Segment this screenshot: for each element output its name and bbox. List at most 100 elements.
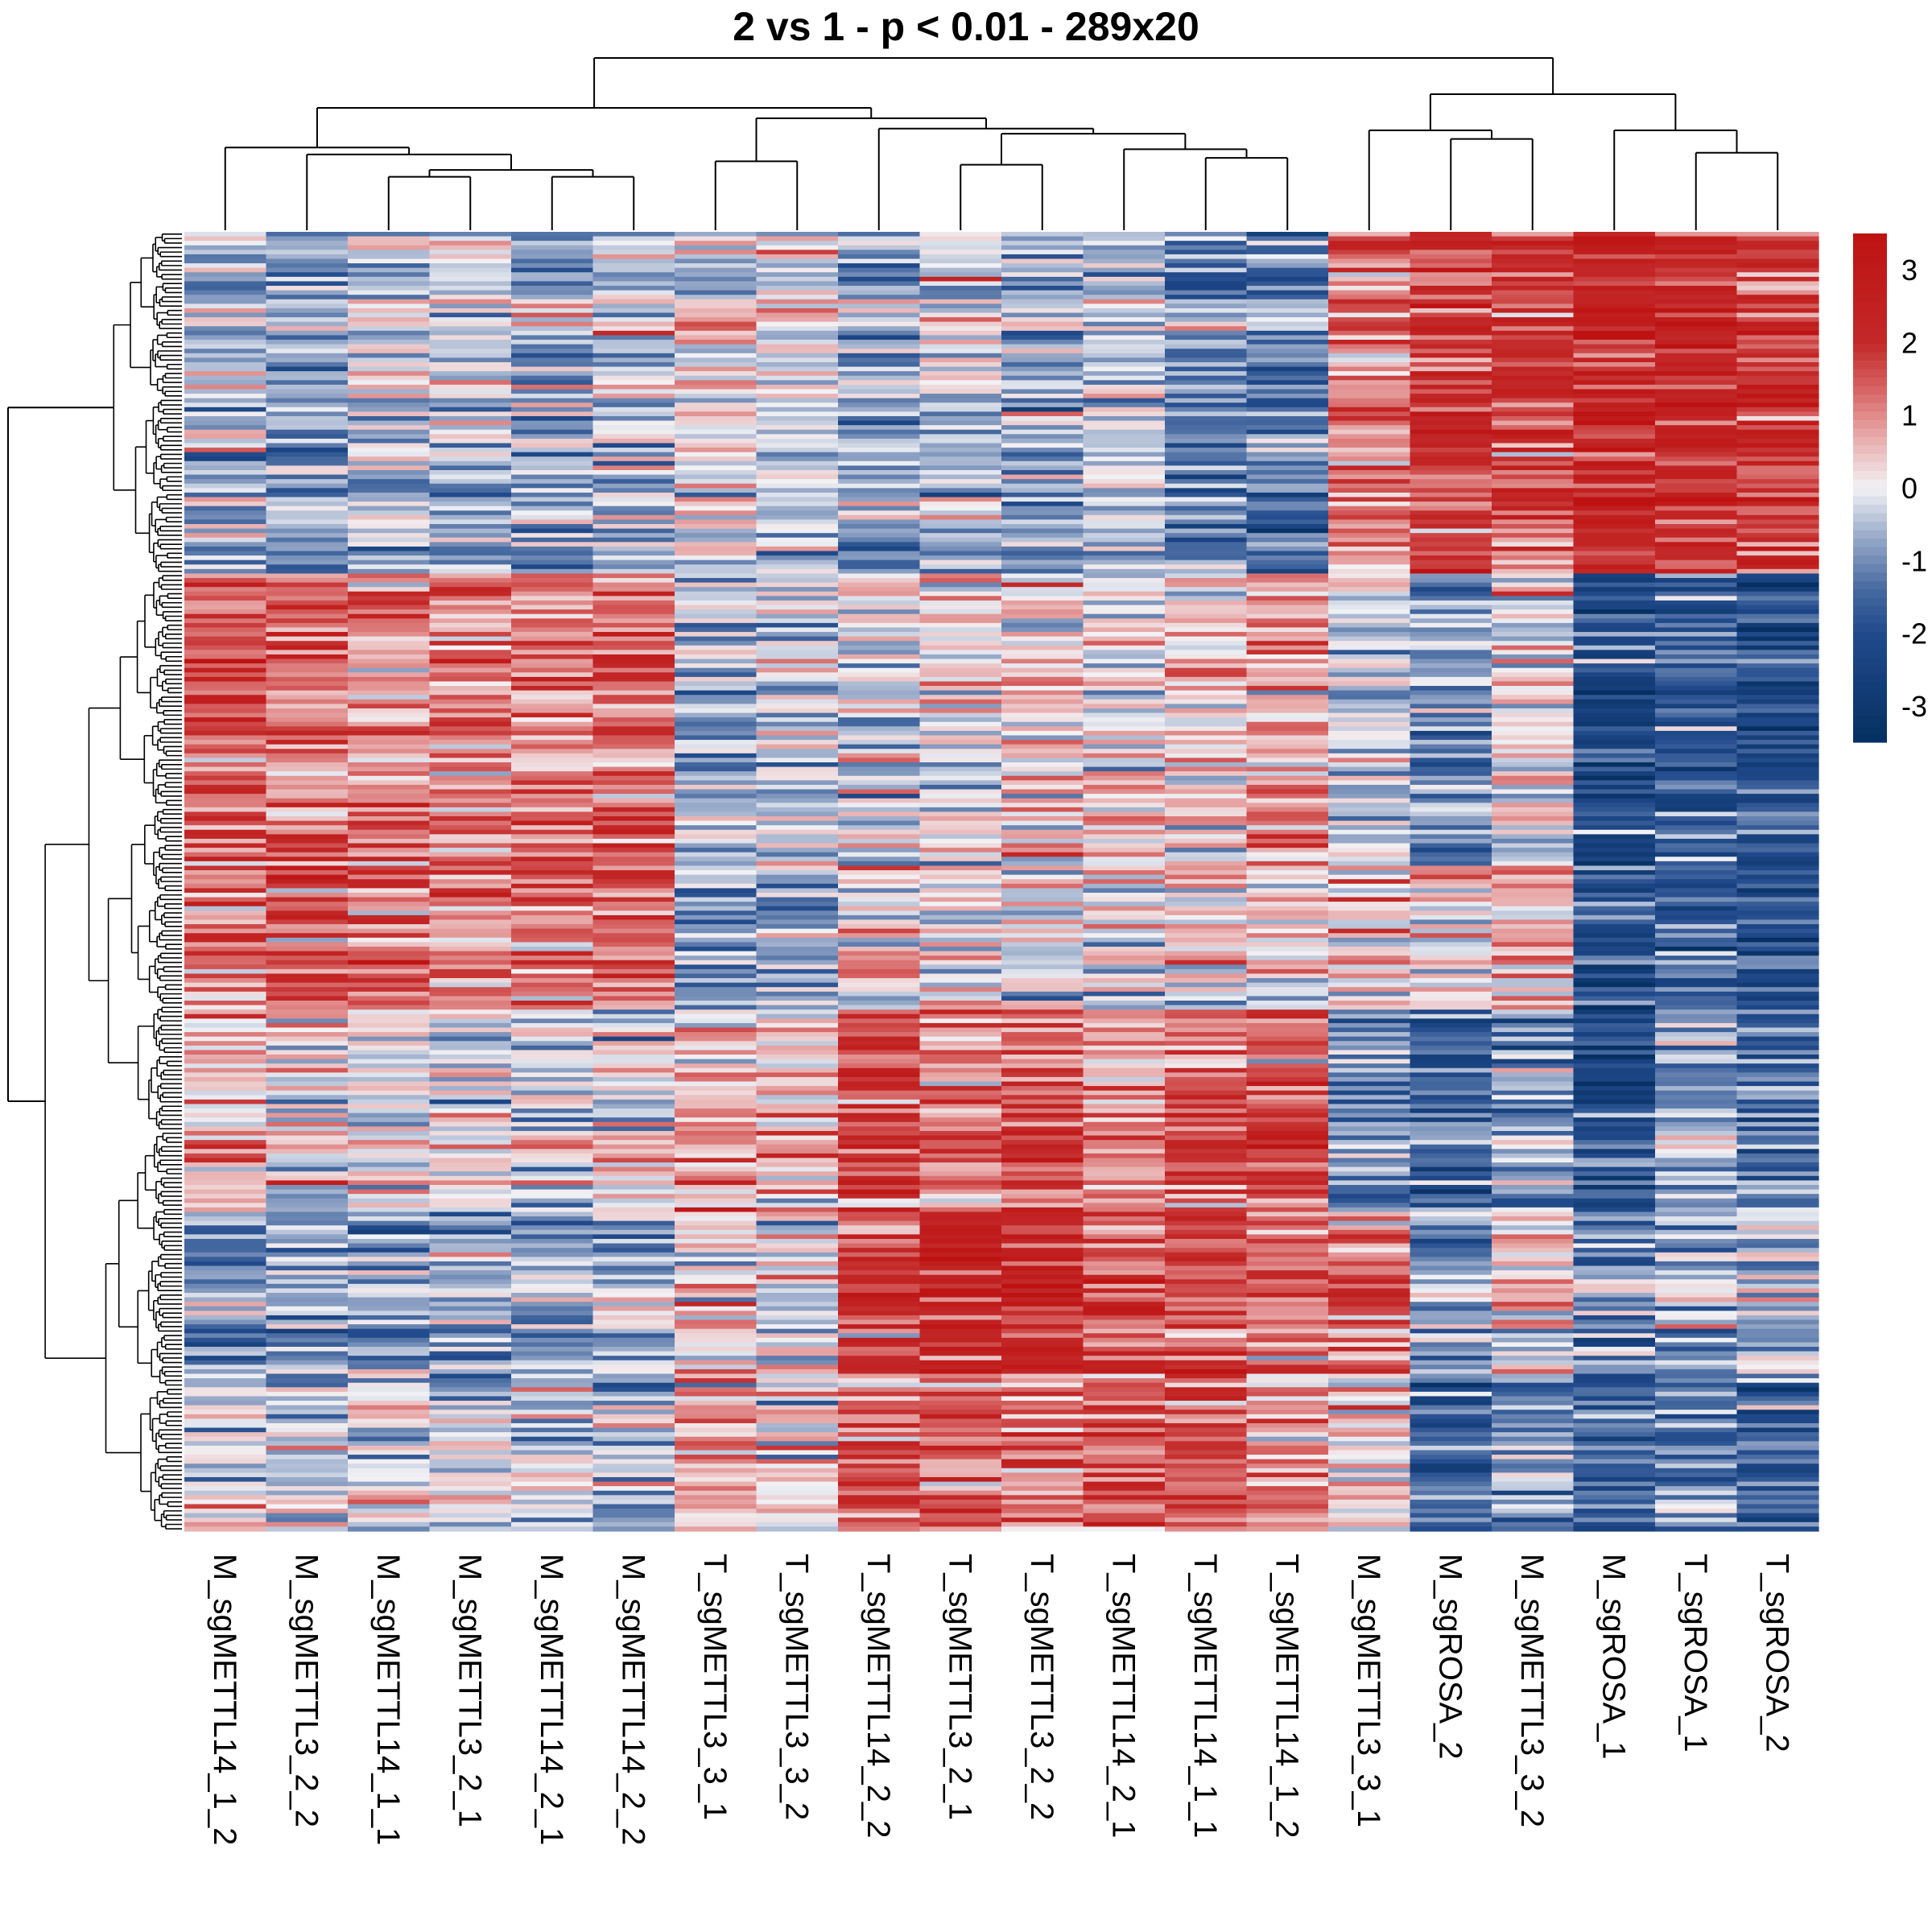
heatmap-cell xyxy=(838,928,921,934)
heatmap-cell xyxy=(1083,1265,1166,1271)
heatmap-cell xyxy=(919,1189,1002,1195)
heatmap-cell xyxy=(1573,578,1656,584)
heatmap-cell xyxy=(1573,402,1656,408)
heatmap-cell xyxy=(1328,1243,1411,1249)
heatmap-cell xyxy=(1736,1126,1819,1132)
heatmap-cell xyxy=(1083,1283,1166,1290)
heatmap-cell xyxy=(919,330,1002,336)
heatmap-cell xyxy=(1001,1072,1084,1078)
heatmap-cell xyxy=(1246,1117,1329,1123)
heatmap-cell xyxy=(838,650,921,655)
heatmap-cell xyxy=(838,789,921,795)
heatmap-cell xyxy=(838,780,921,786)
heatmap-cell xyxy=(266,1113,349,1118)
heatmap-cell xyxy=(429,1135,512,1141)
heatmap-cell xyxy=(1573,667,1656,673)
heatmap-cell xyxy=(675,1027,758,1033)
heatmap-cell xyxy=(919,232,1002,237)
heatmap-cell xyxy=(429,425,512,431)
heatmap-cell xyxy=(1736,1130,1819,1137)
heatmap-cell xyxy=(1736,1198,1819,1203)
heatmap-cell xyxy=(1083,798,1166,803)
heatmap-cell xyxy=(429,344,512,349)
heatmap-cell xyxy=(1083,1311,1166,1316)
heatmap-cell xyxy=(1165,852,1248,857)
heatmap-cell xyxy=(266,978,349,984)
heatmap-cell xyxy=(266,834,349,840)
heatmap-cell xyxy=(1246,267,1329,273)
heatmap-cell xyxy=(1328,744,1411,749)
heatmap-cell xyxy=(1410,290,1492,295)
heatmap-cell xyxy=(511,312,594,318)
heatmap-cell xyxy=(1083,1261,1166,1267)
heatmap-cell xyxy=(429,888,512,894)
heatmap-cell xyxy=(1410,308,1492,314)
heatmap-cell xyxy=(838,681,921,687)
heatmap-cell xyxy=(266,1229,349,1235)
heatmap-cell xyxy=(348,1140,431,1146)
heatmap-cell xyxy=(1328,510,1411,516)
heatmap-cell xyxy=(1165,1302,1248,1307)
heatmap-cell xyxy=(919,448,1002,453)
heatmap-cell xyxy=(1736,613,1819,619)
heatmap-cell xyxy=(1736,1347,1819,1352)
heatmap-cell xyxy=(1083,250,1166,255)
heatmap-cell xyxy=(1492,568,1575,575)
heatmap-cell xyxy=(1655,888,1738,894)
heatmap-cell xyxy=(919,1184,1002,1191)
heatmap-cell xyxy=(184,596,267,601)
heatmap-cell xyxy=(1083,775,1166,781)
heatmap-cell xyxy=(592,474,675,480)
heatmap-cell xyxy=(1246,1149,1329,1154)
heatmap-cell xyxy=(348,883,431,889)
heatmap-cell xyxy=(1736,870,1819,876)
heatmap-cell xyxy=(919,1036,1002,1042)
heatmap-cell xyxy=(1736,874,1819,880)
heatmap-cell xyxy=(1410,982,1492,988)
heatmap-cell xyxy=(1246,1009,1329,1015)
heatmap-cell xyxy=(1083,807,1166,813)
heatmap-cell xyxy=(1655,636,1738,642)
heatmap-cell xyxy=(184,492,267,498)
heatmap-cell xyxy=(1001,1234,1084,1240)
heatmap-cell xyxy=(838,308,921,314)
heatmap-cell xyxy=(919,1274,1002,1280)
heatmap-cell xyxy=(1083,411,1166,417)
heatmap-cell xyxy=(675,609,758,615)
heatmap-cell xyxy=(1736,1279,1819,1285)
heatmap-cell xyxy=(919,479,1002,485)
heatmap-cell xyxy=(1573,474,1656,480)
heatmap-cell xyxy=(184,276,267,283)
heatmap-cell xyxy=(1246,349,1329,354)
heatmap-cell xyxy=(1001,690,1084,696)
heatmap-cell xyxy=(266,295,349,300)
heatmap-cell xyxy=(511,479,594,485)
heatmap-cell xyxy=(919,1149,1002,1154)
heatmap-cell xyxy=(1083,479,1166,485)
heatmap-cell xyxy=(429,1059,512,1064)
heatmap-cell xyxy=(592,326,675,332)
heatmap-cell xyxy=(1083,834,1166,840)
heatmap-cell xyxy=(1573,411,1656,417)
heatmap-cell xyxy=(675,632,758,638)
heatmap-cell xyxy=(592,1220,675,1226)
heatmap-cell xyxy=(1165,749,1248,754)
heatmap-cell xyxy=(266,663,349,669)
heatmap-cell xyxy=(1573,987,1656,993)
heatmap-cell xyxy=(1001,384,1084,390)
heatmap-cell xyxy=(675,1090,758,1096)
heatmap-cell xyxy=(838,497,921,502)
heatmap-cell xyxy=(1165,267,1248,273)
heatmap-cell xyxy=(348,749,431,754)
heatmap-cell xyxy=(266,415,349,422)
heatmap-cell xyxy=(1165,1081,1248,1087)
heatmap-cell xyxy=(1410,627,1492,633)
heatmap-cell xyxy=(1328,1099,1411,1105)
heatmap-cell xyxy=(429,1067,512,1073)
heatmap-cell xyxy=(1655,1315,1738,1321)
heatmap-cell xyxy=(1083,286,1166,291)
heatmap-cell xyxy=(1655,1274,1738,1280)
heatmap-cell xyxy=(429,1265,512,1271)
heatmap-cell xyxy=(1246,897,1329,902)
heatmap-cell xyxy=(1328,312,1411,318)
